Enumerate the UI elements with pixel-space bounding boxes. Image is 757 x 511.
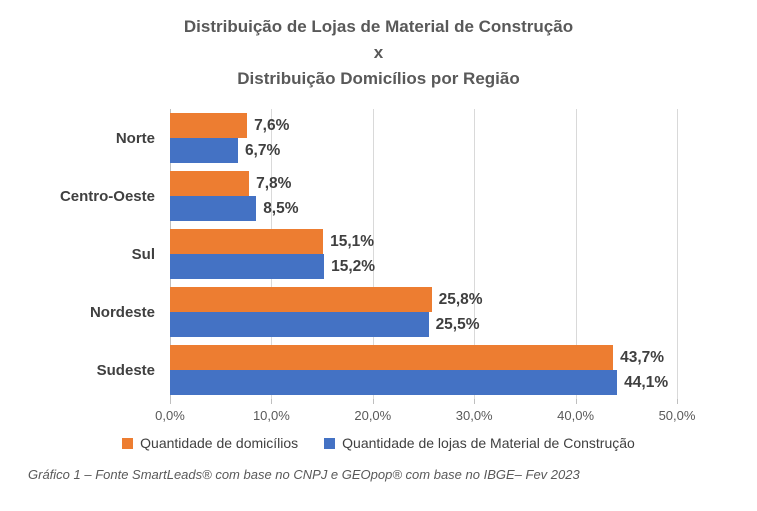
- bar-line: 44,1%: [170, 370, 677, 395]
- bar-line: 7,8%: [170, 171, 677, 196]
- bar-value-label: 25,5%: [435, 315, 480, 333]
- bar-lojas: [170, 254, 325, 279]
- bar-line: 25,8%: [170, 287, 677, 312]
- bar-lojas: [170, 138, 238, 163]
- bar-line: 7,6%: [170, 113, 677, 138]
- x-axis-tick: [677, 399, 678, 404]
- chart-row-nordeste: Nordeste 25,8% 25,5%: [90, 283, 677, 341]
- chart-row-centro-oeste: Centro-Oeste 7,8% 8,5%: [60, 167, 677, 225]
- bar-domicilios: [170, 171, 250, 196]
- legend-item-lojas: Quantidade de lojas de Material de Const…: [324, 435, 635, 451]
- bar-domicilios: [170, 113, 248, 138]
- x-axis: 0,0% 10,0% 20,0% 30,0% 40,0% 50,0%: [155, 399, 695, 429]
- bar-domicilios: [170, 287, 432, 312]
- bar-line: 43,7%: [170, 345, 677, 370]
- chart-row-sudeste: Sudeste 43,7% 44,1%: [97, 341, 677, 399]
- chart-source-caption: Gráfico 1 – Fonte SmartLeads® com base n…: [28, 467, 580, 482]
- x-axis-tick: [474, 399, 476, 404]
- gridline: [677, 109, 678, 399]
- bar-line: 15,1%: [170, 229, 677, 254]
- x-axis-tick-label: 20,0%: [354, 408, 392, 423]
- bar-line: 6,7%: [170, 138, 677, 163]
- legend-label-domicilios: Quantidade de domicílios: [140, 435, 299, 451]
- chart-title-line2: x: [373, 43, 384, 62]
- category-label: Nordeste: [89, 303, 155, 321]
- gridline: [372, 109, 374, 399]
- x-axis-tick: [170, 399, 171, 404]
- plot-area: Norte 7,6% 6,7% Centro-Oeste 7,8% 8,5% Sul 15,1…: [60, 109, 678, 399]
- x-axis-tick: [271, 399, 273, 404]
- legend: Quantidade de domicílios Quantidade de l…: [0, 435, 757, 451]
- bar-value-label: 44,1%: [624, 373, 669, 391]
- legend-label-lojas: Quantidade de lojas de Material de Const…: [342, 435, 635, 451]
- bar-line: 8,5%: [170, 196, 677, 221]
- bar-value-label: 43,7%: [620, 348, 665, 366]
- gridline: [474, 109, 476, 399]
- bar-value-label: 25,8%: [438, 290, 483, 308]
- x-axis-tick-label: 50,0%: [658, 408, 696, 423]
- x-axis-tick-label: 40,0%: [557, 408, 595, 423]
- bar-value-label: 15,2%: [331, 257, 376, 275]
- bar-value-label: 7,6%: [254, 116, 290, 134]
- bar-lojas: [170, 370, 618, 395]
- chart-row-norte: Norte 7,6% 6,7%: [116, 109, 677, 167]
- bar-value-label: 8,5%: [263, 199, 299, 217]
- x-axis-tick-label: 0,0%: [155, 408, 185, 423]
- category-label: Centro-Oeste: [59, 187, 155, 205]
- bar-lojas: [170, 196, 257, 221]
- chart-title-line1: Distribuição de Lojas de Material de Con…: [183, 17, 574, 36]
- x-axis-tick: [372, 399, 374, 404]
- category-label: Sul: [131, 245, 155, 263]
- x-axis-tick-label: 10,0%: [252, 408, 290, 423]
- x-axis-tick-label: 30,0%: [455, 408, 493, 423]
- chart-title: Distribuição de Lojas de Material de Con…: [0, 14, 757, 92]
- gridline: [575, 109, 577, 399]
- bar-line: 15,2%: [170, 254, 677, 279]
- category-label: Norte: [115, 129, 155, 147]
- legend-swatch-domicilios: [122, 437, 134, 449]
- legend-swatch-lojas: [324, 437, 336, 449]
- bar-line: 25,5%: [170, 312, 677, 337]
- bar-value-label: 15,1%: [330, 232, 375, 250]
- bar-lojas: [170, 312, 429, 337]
- bar-domicilios: [170, 345, 614, 370]
- legend-item-domicilios: Quantidade de domicílios: [122, 435, 298, 451]
- bar-value-label: 6,7%: [244, 141, 281, 159]
- bar-domicilios: [170, 229, 324, 254]
- category-label: Sudeste: [96, 361, 155, 379]
- chart-title-line3: Distribuição Domicílios por Região: [237, 69, 520, 88]
- x-axis-tick: [575, 399, 577, 404]
- bar-value-label: 7,8%: [256, 174, 292, 192]
- chart-row-sul: Sul 15,1% 15,2%: [132, 225, 677, 283]
